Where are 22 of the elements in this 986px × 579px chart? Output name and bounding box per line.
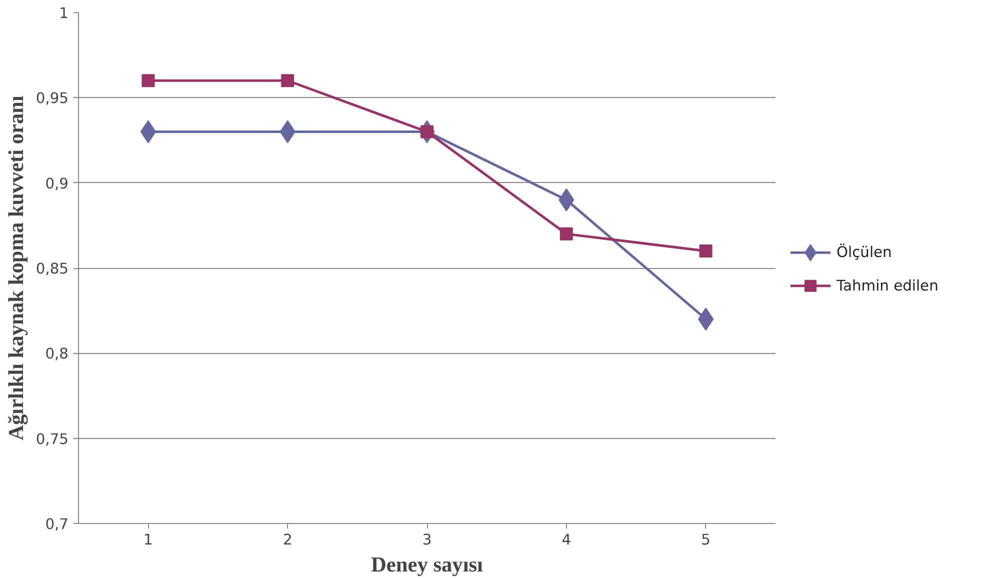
y-tick-label: 0,75 [36,430,69,448]
y-tick-label: 0,95 [36,90,69,108]
y-axis-title: Ağırlıklı kaynak kopma kuvveti oranı [4,95,28,440]
y-tick-label: 1 [59,5,69,22]
point [699,244,712,258]
y-tick-label: 0,7 [45,516,69,533]
x-tick-label: 3 [422,532,432,548]
point [698,308,714,331]
x-axis-title: Deney sayısı [371,552,484,576]
x-tick-label: 5 [701,532,710,548]
point [142,74,155,88]
point [560,227,573,240]
point [281,74,294,88]
y-tick-label: 0,9 [45,175,69,192]
x-tick-label: 1 [144,532,153,548]
legend-label: Ölçülen [836,243,892,262]
point [140,120,156,144]
y-tick-label: 0,85 [36,260,69,278]
x-tick-label: 2 [282,532,292,548]
x-tick-label: 4 [562,532,572,548]
legend-label: Tahmin edilen [836,277,938,294]
y-tick-label: 0,8 [45,346,69,363]
